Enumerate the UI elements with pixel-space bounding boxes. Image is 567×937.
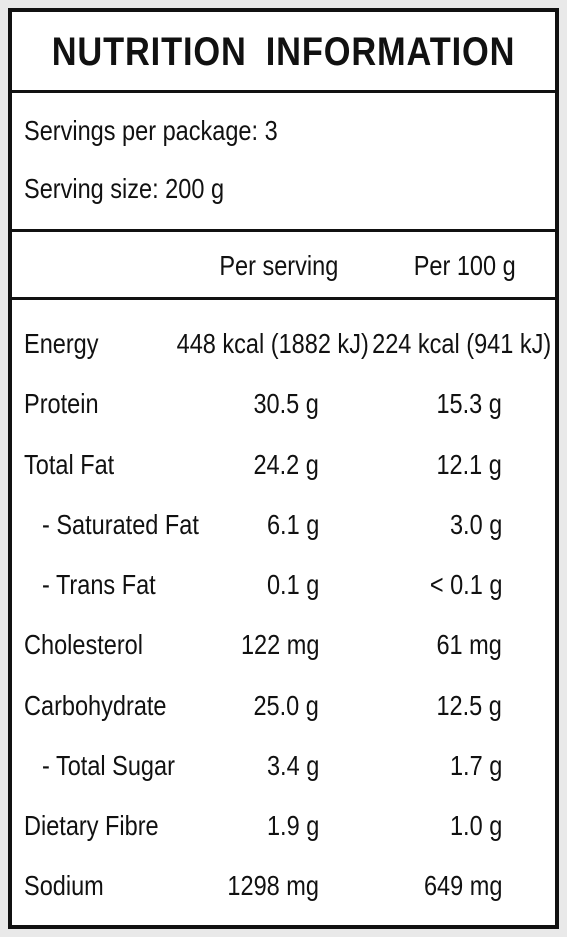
trans-fat-per-100g: < 0.1 g	[429, 569, 502, 600]
carbohydrate-per-serving: 25.0 g	[253, 690, 319, 721]
label-title: NUTRITION INFORMATION	[51, 29, 516, 74]
column-header-per-serving: Per serving	[219, 250, 339, 281]
divider-title	[12, 90, 555, 93]
nutrient-label-saturated-fat: - Saturated Fat	[42, 509, 199, 540]
sodium-per-serving: 1298 mg	[227, 870, 319, 901]
nutrient-label-total-sugar: - Total Sugar	[42, 750, 175, 781]
nutrient-label-dietary-fibre: Dietary Fibre	[24, 810, 159, 841]
protein-per-100g: 15.3 g	[436, 388, 502, 419]
column-header-per-100g: Per 100 g	[413, 250, 516, 281]
carbohydrate-per-100g: 12.5 g	[436, 690, 502, 721]
total-fat-per-serving: 24.2 g	[253, 449, 319, 480]
dietary-fibre-per-serving: 1.9 g	[266, 810, 319, 841]
dietary-fibre-per-100g: 1.0 g	[449, 810, 502, 841]
nutrient-label-sodium: Sodium	[24, 870, 104, 901]
servings-per-package: Servings per package: 3	[24, 115, 278, 146]
cholesterol-per-100g: 61 mg	[436, 629, 502, 660]
total-sugar-per-serving: 3.4 g	[266, 750, 319, 781]
nutrient-label-cholesterol: Cholesterol	[24, 629, 143, 660]
energy-per-serving: 448 kcal (1882 kJ)	[176, 328, 369, 359]
trans-fat-per-serving: 0.1 g	[266, 569, 319, 600]
nutrient-label-protein: Protein	[24, 388, 99, 419]
nutrient-label-total-fat: Total Fat	[24, 449, 115, 480]
divider-header	[12, 297, 555, 300]
serving-size: Serving size: 200 g	[24, 173, 225, 204]
total-sugar-per-100g: 1.7 g	[449, 750, 502, 781]
cholesterol-per-serving: 122 mg	[240, 629, 319, 660]
nutrient-label-carbohydrate: Carbohydrate	[24, 690, 167, 721]
nutrient-label-trans-fat: - Trans Fat	[42, 569, 156, 600]
divider-serving	[12, 229, 555, 232]
saturated-fat-per-serving: 6.1 g	[266, 509, 319, 540]
total-fat-per-100g: 12.1 g	[436, 449, 502, 480]
sodium-per-100g: 649 mg	[423, 870, 502, 901]
energy-per-100g: 224 kcal (941 kJ)	[371, 328, 551, 359]
nutrient-label-energy: Energy	[24, 328, 99, 359]
nutrition-label: NUTRITION INFORMATION Servings per packa…	[8, 8, 559, 929]
saturated-fat-per-100g: 3.0 g	[449, 509, 502, 540]
protein-per-serving: 30.5 g	[253, 388, 319, 419]
